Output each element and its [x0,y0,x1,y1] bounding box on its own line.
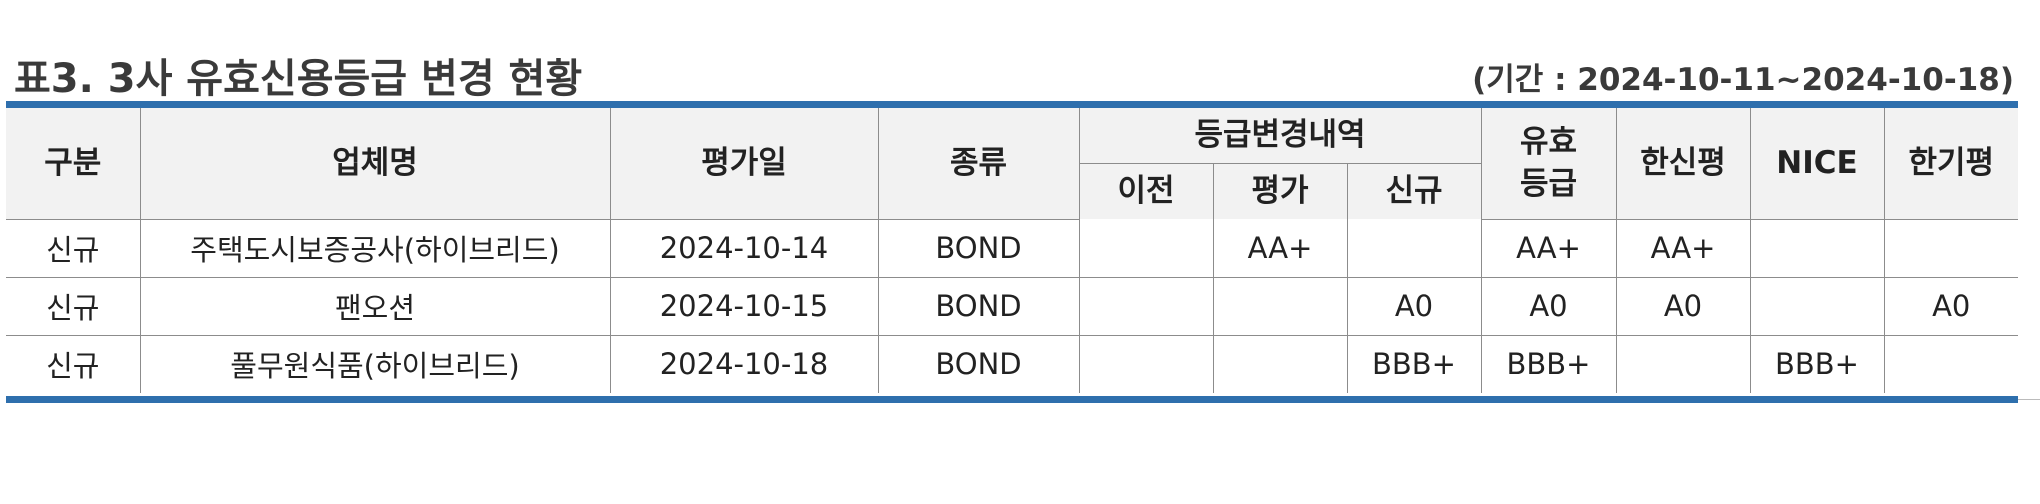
cell-eval [1212,334,1348,393]
col-header-prev: 이전 [1079,162,1214,219]
col-header-hangi: 한기평 [1883,108,2018,220]
col-header-effective: 유효 등급 [1480,108,1617,220]
bottom-accent-rule [6,396,2018,403]
cell-prev [1078,219,1214,278]
col-header-new: 신규 [1346,162,1481,219]
cell-nice [1749,276,1885,336]
table-row: 신규 주택도시보증공사(하이브리드) 2024-10-14 BOND AA+ A… [6,219,2018,278]
col-header-category: 구분 [6,108,141,220]
cell-effective: BBB+ [1480,334,1617,393]
cell-company: 풀무원식품(하이브리드) [139,334,611,393]
cell-effective: AA+ [1480,219,1617,278]
cell-type: BOND [877,219,1080,278]
cell-new: BBB+ [1346,334,1482,393]
header-row-2: 이전 평가 신규 [6,162,2018,219]
col-header-hanshin: 한신평 [1615,108,1751,220]
cell-category: 신규 [6,219,141,278]
table-row: 신규 풀무원식품(하이브리드) 2024-10-18 BOND BBB+ BBB… [6,334,2018,393]
col-header-eval-date: 평가일 [609,108,879,220]
table-title: 표3. 3사 유효신용등급 변경 현황 [14,56,583,102]
top-accent-rule [6,101,2018,108]
cell-prev [1078,276,1214,336]
cell-category: 신규 [6,276,141,336]
cell-company: 팬오션 [139,276,611,336]
cell-hanshin: AA+ [1615,219,1751,278]
col-header-effective-line1: 유효 [1519,124,1578,161]
cell-hangi [1883,334,2018,393]
cell-hangi: A0 [1883,276,2018,336]
col-header-type: 종류 [877,108,1080,220]
cell-type: BOND [877,334,1080,393]
table-row: 신규 팬오션 2024-10-15 BOND A0 A0 A0 A0 [6,276,2018,336]
cell-nice [1749,219,1885,278]
cell-nice: BBB+ [1749,334,1885,393]
rating-change-table: 구분 업체명 평가일 종류 등급변경내역 유효 등급 한신평 NICE 한기평 … [6,108,2018,393]
trailing-rule [2018,399,2040,400]
cell-hangi [1883,219,2018,278]
period-label: (기간 : 2024-10-11~2024-10-18) [1472,62,2014,98]
col-header-nice: NICE [1749,108,1885,220]
cell-prev [1078,334,1214,393]
cell-eval: AA+ [1212,219,1348,278]
cell-date: 2024-10-14 [609,219,879,278]
cell-effective: A0 [1480,276,1617,336]
cell-eval [1212,276,1348,336]
cell-company: 주택도시보증공사(하이브리드) [139,219,611,278]
col-header-company: 업체명 [139,108,611,220]
cell-hanshin: A0 [1615,276,1751,336]
cell-hanshin [1615,334,1751,393]
cell-date: 2024-10-15 [609,276,879,336]
header-row-1: 구분 업체명 평가일 종류 등급변경내역 유효 등급 한신평 NICE 한기평 [6,108,2018,220]
col-header-eval: 평가 [1212,162,1348,219]
col-header-change-group: 등급변경내역 [1078,108,1482,164]
cell-category: 신규 [6,334,141,393]
cell-date: 2024-10-18 [609,334,879,393]
title-row: 표3. 3사 유효신용등급 변경 현황 (기간 : 2024-10-11~202… [14,38,2014,102]
cell-new: A0 [1346,276,1482,336]
col-header-effective-line2: 등급 [1519,166,1578,203]
cell-new [1346,219,1482,278]
cell-type: BOND [877,276,1080,336]
